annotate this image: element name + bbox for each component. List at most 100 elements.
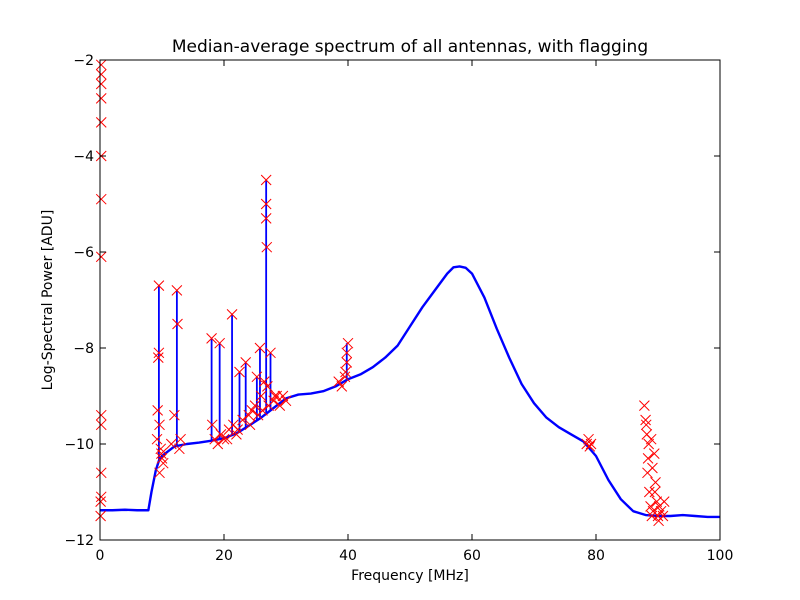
flag-marker <box>157 457 169 469</box>
flag-marker <box>277 390 289 402</box>
flag-marker <box>585 438 597 450</box>
flag-marker <box>206 419 218 431</box>
axes: 0 20 40 60 80 100 −2 −4 −6 −8 −10 −12 <box>64 53 733 564</box>
flag-marker <box>254 342 266 354</box>
flag-marker <box>156 448 167 459</box>
flag-marker <box>165 438 177 450</box>
flag-marker <box>271 390 283 402</box>
flag-marker <box>154 467 165 479</box>
flag-marker <box>258 376 270 387</box>
flag-marker <box>237 414 248 426</box>
flag-marker <box>172 318 183 330</box>
flag-marker <box>234 366 245 378</box>
flag-marker <box>243 409 255 421</box>
flag-marker <box>218 433 230 445</box>
x-tick-label: 80 <box>587 548 605 564</box>
flag-marker <box>95 419 107 431</box>
flag-marker <box>215 429 227 440</box>
flag-marker <box>274 400 286 411</box>
x-tick-label: 100 <box>707 548 734 564</box>
y-tick-label: −2 <box>73 53 94 69</box>
flag-marker <box>643 486 655 498</box>
flag-marker <box>246 405 258 416</box>
flag-marker <box>341 347 353 359</box>
flag-marker <box>95 496 106 507</box>
flag-marker <box>649 486 661 498</box>
flag-marker <box>212 438 224 450</box>
flag-marker <box>648 448 660 459</box>
flag-marker <box>95 69 107 80</box>
flag-marker <box>221 433 233 445</box>
flag-marker <box>95 78 107 90</box>
flag-marker <box>639 400 650 411</box>
flag-marker <box>339 371 351 383</box>
data-layer <box>100 180 720 519</box>
plot-frame <box>99 59 721 541</box>
series-line-0 <box>100 265 720 519</box>
flag-marker <box>333 376 345 387</box>
flag-marker <box>280 395 292 407</box>
flag-marker <box>155 443 167 455</box>
flag-marker <box>171 285 183 296</box>
flag-marker <box>260 213 272 224</box>
flag-marker <box>251 371 263 383</box>
y-tick-label: −6 <box>73 245 94 261</box>
x-axis-label: Frequency [MHz] <box>351 568 469 584</box>
flag-marker <box>342 337 354 349</box>
flag-marker <box>232 424 243 435</box>
flag-marker <box>263 400 274 411</box>
flag-marker <box>151 433 163 445</box>
flag-marker <box>584 441 596 452</box>
flag-marker <box>206 333 217 344</box>
flag-marker <box>336 381 348 392</box>
x-tick-label: 40 <box>339 548 357 564</box>
flag-marker <box>95 467 107 479</box>
flag-marker <box>640 419 652 431</box>
flag-marker <box>226 309 238 320</box>
y-tick-label: −8 <box>73 341 94 357</box>
flag-marker <box>240 357 252 368</box>
flag-marker <box>652 510 664 522</box>
flag-marker <box>650 477 661 488</box>
flag-marker <box>153 347 165 359</box>
flag-marker <box>260 174 272 186</box>
x-tick-label: 60 <box>463 548 481 564</box>
flag-marker <box>95 117 107 128</box>
flag-marker <box>95 59 107 71</box>
flag-marker <box>244 419 256 431</box>
flag-marker <box>95 409 107 421</box>
flag-marker <box>262 381 273 392</box>
flag-marker <box>95 510 106 522</box>
flag-marker <box>95 193 107 205</box>
flag-marker <box>340 366 351 378</box>
flag-marker-layer <box>95 59 670 527</box>
flag-marker <box>341 357 353 368</box>
flag-marker <box>152 352 164 363</box>
chart-title: Median-average spectrum of all antennas,… <box>172 37 648 57</box>
flag-marker <box>152 405 164 416</box>
flag-marker <box>154 419 165 431</box>
flag-marker <box>645 433 657 445</box>
x-tick-label: 0 <box>96 548 105 564</box>
flag-marker <box>153 280 165 291</box>
y-tick-label: −4 <box>73 149 94 165</box>
flag-marker <box>214 337 226 349</box>
flag-marker <box>653 515 664 527</box>
flag-marker <box>658 496 670 507</box>
x-tick-label: 20 <box>215 548 233 564</box>
flag-marker <box>95 491 107 503</box>
flag-marker <box>249 400 261 411</box>
y-tick-label: −10 <box>64 437 94 453</box>
flag-marker <box>169 409 180 421</box>
flag-marker <box>257 405 268 416</box>
flag-marker <box>255 390 267 402</box>
y-tick-label: −12 <box>64 533 94 549</box>
flag-marker <box>260 198 272 210</box>
flag-marker <box>209 433 221 445</box>
flag-marker <box>642 467 653 479</box>
flag-marker <box>640 414 651 426</box>
flag-marker <box>261 241 273 253</box>
flag-marker <box>269 390 281 402</box>
